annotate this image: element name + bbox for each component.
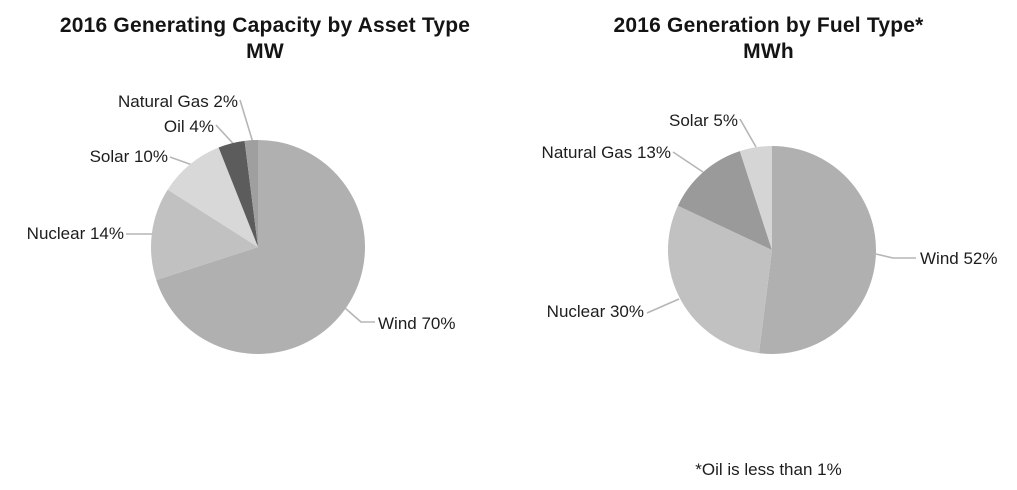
pie-slice-wind xyxy=(156,140,366,354)
chart-unit-generation: MWh xyxy=(743,40,794,63)
slice-label-capacity-solar: Solar 10% xyxy=(89,147,168,166)
pie-slice-nuclear xyxy=(151,189,258,281)
slice-label-capacity-natural-gas: Natural Gas 2% xyxy=(118,92,238,111)
pie-capacity-by-asset-type xyxy=(151,140,366,354)
pie-slice-oil xyxy=(218,140,258,247)
leader-line-generation-nuclear xyxy=(646,298,680,314)
slice-label-capacity-nuclear: Nuclear 14% xyxy=(26,224,124,243)
leader-line-generation-solar xyxy=(739,118,757,148)
slice-label-generation-wind: Wind 52% xyxy=(920,249,998,268)
chart-title-capacity: 2016 Generating Capacity by Asset Type M… xyxy=(0,13,530,65)
chart-title-generation-text: 2016 Generation by Fuel Type* xyxy=(613,14,924,37)
slice-label-generation-nuclear: Nuclear 30% xyxy=(546,302,644,321)
chart-unit-capacity: MW xyxy=(246,40,284,63)
leader-line-capacity-wind xyxy=(344,307,375,323)
slice-label-generation-solar: Solar 5% xyxy=(669,111,738,130)
leader-line-capacity-natural-gas xyxy=(239,99,255,147)
pie-slice-wind xyxy=(758,146,877,354)
pie-slice-solar xyxy=(167,147,258,247)
pie-slice-natural-gas xyxy=(244,140,258,247)
slice-label-capacity-oil: Oil 4% xyxy=(163,117,214,136)
chart-footnote: *Oil is less than 1% xyxy=(695,460,842,479)
leader-line-generation-natural-gas xyxy=(672,151,704,173)
pie-slice-nuclear xyxy=(668,205,772,354)
leader-line-generation-wind xyxy=(875,253,916,259)
slice-label-capacity-wind: Wind 70% xyxy=(378,314,456,333)
pie-slice-solar xyxy=(739,146,772,250)
pie-slice-natural-gas xyxy=(677,151,772,250)
chart-title-generation: 2016 Generation by Fuel Type* MWh xyxy=(520,13,1017,65)
chart-title-capacity-text: 2016 Generating Capacity by Asset Type xyxy=(59,14,471,37)
pie-generation-by-fuel-type xyxy=(668,146,877,354)
slice-label-generation-natural-gas: Natural Gas 13% xyxy=(541,143,671,162)
